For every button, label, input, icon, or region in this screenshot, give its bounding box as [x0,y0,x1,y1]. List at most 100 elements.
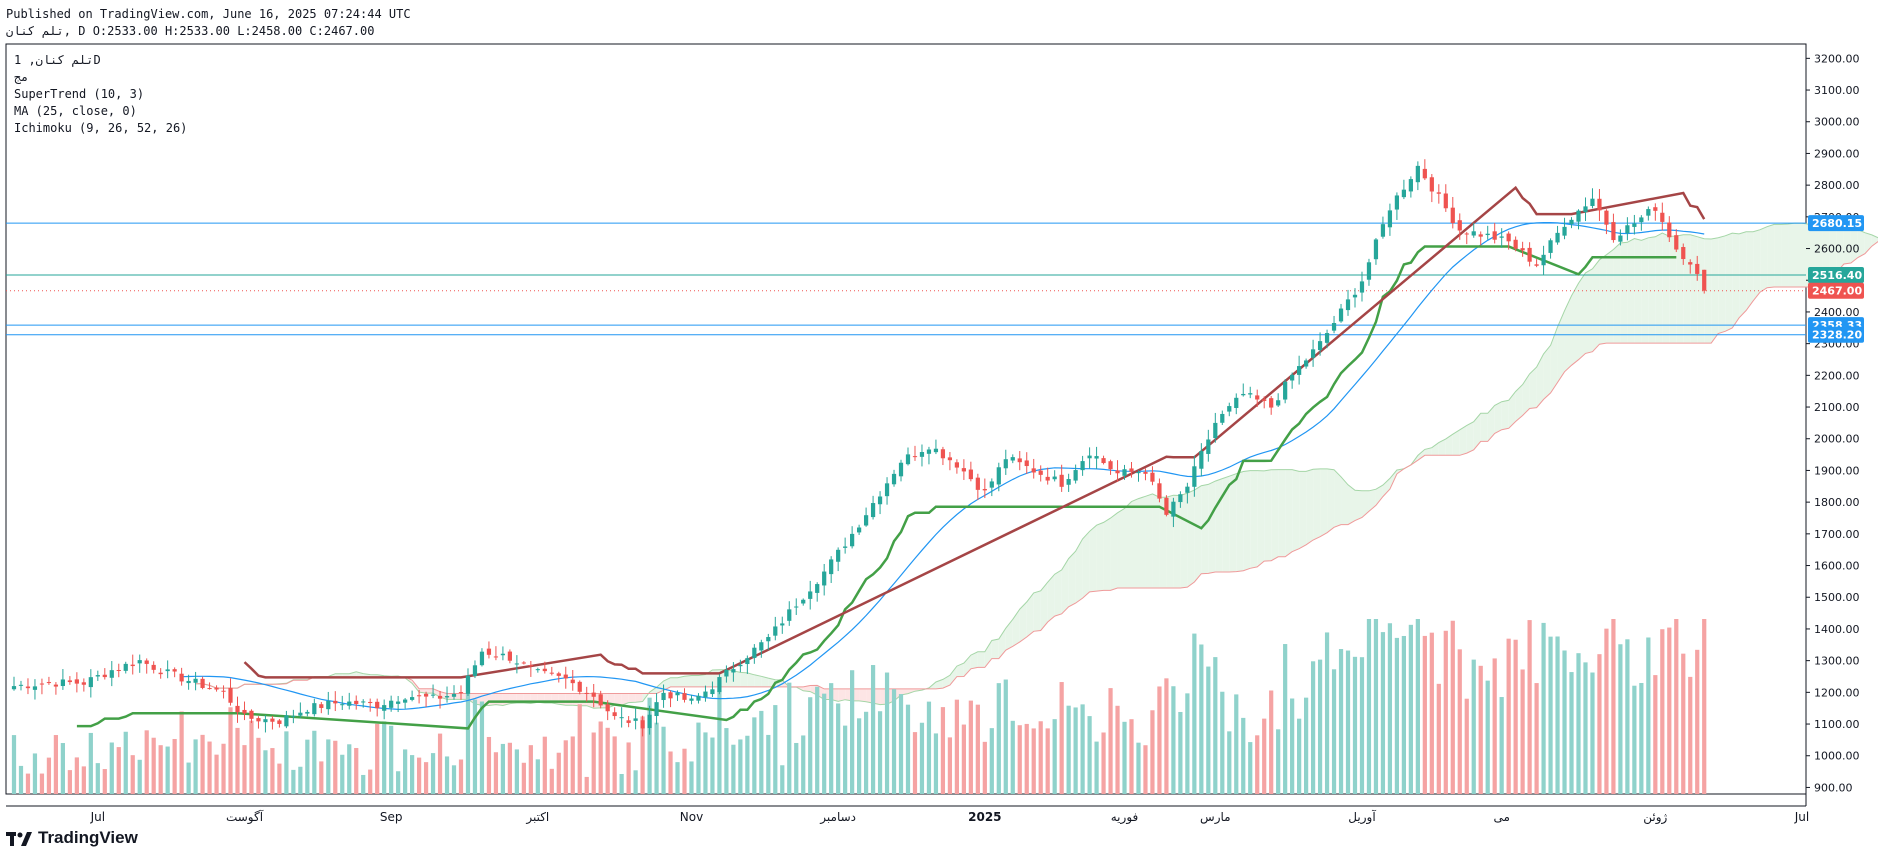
candle-body[interactable] [130,664,135,667]
candle-body[interactable] [472,665,478,676]
candle-body[interactable] [430,694,436,696]
candle-body[interactable] [200,678,205,688]
candle-body[interactable] [444,696,450,698]
candle-body[interactable] [975,477,980,490]
candle-body[interactable] [270,718,275,722]
candle-body[interactable] [815,584,820,593]
candle-body[interactable] [193,678,198,683]
candle-body[interactable] [745,658,750,665]
candle-body[interactable] [954,462,959,468]
candle-body[interactable] [1185,486,1190,493]
candle-body[interactable] [284,715,289,727]
candle-body[interactable] [1255,395,1260,400]
candle-body[interactable] [1241,393,1246,396]
candle-body[interactable] [1394,195,1400,210]
candle-body[interactable] [689,698,694,701]
candle-body[interactable] [151,664,156,670]
candle-body[interactable] [1674,235,1679,250]
candle-body[interactable] [682,693,687,700]
candle-body[interactable] [598,694,603,706]
candle-body[interactable] [703,691,708,698]
candle-body[interactable] [542,668,547,672]
candle-body[interactable] [528,665,533,667]
candle-body[interactable] [843,546,848,548]
candle-body[interactable] [696,695,701,701]
candle-body[interactable] [1352,294,1358,298]
candle-body[interactable] [1010,457,1015,461]
candle-body[interactable] [1520,248,1525,251]
candle-body[interactable] [32,686,38,690]
candle-body[interactable] [1506,233,1511,242]
candle-body[interactable] [968,469,973,480]
candle-body[interactable] [1457,220,1462,231]
candle-body[interactable] [486,648,492,655]
candle-body[interactable] [982,488,987,491]
candle-body[interactable] [18,684,24,686]
candle-body[interactable] [298,712,303,716]
candle-body[interactable] [137,660,142,664]
candle-body[interactable] [256,718,261,722]
candle-body[interactable] [423,693,429,697]
candle-body[interactable] [591,692,596,697]
candle-body[interactable] [1604,210,1609,225]
candle-body[interactable] [1150,472,1155,482]
candle-body[interactable] [1366,262,1372,280]
candle-body[interactable] [556,673,561,676]
candle-body[interactable] [242,709,247,714]
candle-body[interactable] [870,503,876,518]
candle-body[interactable] [1415,165,1420,183]
candle-body[interactable] [1380,224,1386,237]
candle-body[interactable] [912,456,918,458]
candle-body[interactable] [1597,198,1602,211]
candle-body[interactable] [1206,439,1211,454]
candle-body[interactable] [1555,232,1560,243]
candle-body[interactable] [898,462,904,477]
candle-body[interactable] [354,700,359,704]
candle-body[interactable] [1583,206,1588,213]
candle-body[interactable] [1227,406,1232,412]
candle-body[interactable] [926,449,932,454]
candle-body[interactable] [1702,269,1707,291]
candle-body[interactable] [1129,468,1134,472]
candle-body[interactable] [780,623,785,626]
candle-body[interactable] [640,720,645,729]
candle-body[interactable] [836,549,841,562]
candle-body[interactable] [1401,189,1406,198]
candle-body[interactable] [465,675,471,694]
candle-body[interactable] [654,702,659,717]
candle-body[interactable] [1590,198,1595,206]
candle-body[interactable] [675,692,680,696]
candle-body[interactable] [1695,263,1700,274]
candle-body[interactable] [1310,349,1316,358]
candle-body[interactable] [1304,360,1309,367]
candle-body[interactable] [277,720,282,724]
candle-body[interactable] [1213,422,1218,439]
candle-body[interactable] [1625,225,1630,234]
candle-body[interactable] [738,664,743,667]
candle-body[interactable] [850,533,855,547]
candle-body[interactable] [1199,451,1204,469]
candle-body[interactable] [109,670,114,678]
candle-body[interactable] [102,674,107,678]
candle-body[interactable] [940,449,946,459]
indicator-ma[interactable]: MA (25, close, 0) [14,104,137,118]
candle-body[interactable] [67,680,72,683]
indicator-supertrend[interactable]: SuperTrend (10, 3) [14,87,145,101]
candle-body[interactable] [794,606,799,608]
candle-body[interactable] [766,637,771,642]
candle-body[interactable] [1331,323,1337,331]
candle-body[interactable] [1429,177,1434,192]
symbol-label[interactable]: تلم کنان, 1D [14,53,101,67]
candle-body[interactable] [74,679,79,684]
candle-body[interactable] [305,711,310,714]
candle-body[interactable] [1136,471,1141,474]
candle-body[interactable] [1220,413,1225,423]
candle-body[interactable] [877,496,883,505]
candle-body[interactable] [891,473,897,485]
candle-body[interactable] [521,662,526,664]
candle-body[interactable] [53,684,59,687]
candle-body[interactable] [905,454,911,465]
candle-body[interactable] [1548,240,1553,253]
candle-body[interactable] [1059,474,1064,487]
